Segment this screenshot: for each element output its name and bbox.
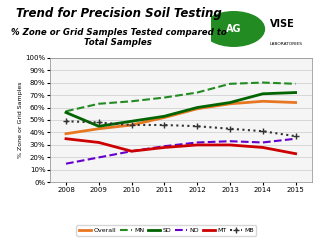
MB xyxy=(130,124,133,126)
MB xyxy=(228,127,232,130)
SD xyxy=(195,106,199,109)
Overall xyxy=(97,127,101,130)
SD xyxy=(294,91,298,94)
ND xyxy=(64,162,68,165)
ND xyxy=(130,150,133,153)
Text: Total Samples: Total Samples xyxy=(84,38,152,48)
Text: % Zone or Grid Samples Tested compared to: % Zone or Grid Samples Tested compared t… xyxy=(11,28,226,36)
MT xyxy=(195,144,199,146)
SD xyxy=(97,125,101,128)
ND xyxy=(261,141,265,144)
MN xyxy=(261,81,265,84)
MT xyxy=(163,146,166,149)
MN xyxy=(64,110,68,113)
Overall xyxy=(64,132,68,135)
MN xyxy=(228,82,232,85)
SD xyxy=(163,115,166,118)
Overall xyxy=(294,101,298,104)
MT xyxy=(64,137,68,140)
Text: LABORATORIES: LABORATORIES xyxy=(269,42,303,46)
ND xyxy=(97,156,101,159)
Text: Trend for Precision Soil Testing: Trend for Precision Soil Testing xyxy=(16,7,221,20)
MB xyxy=(163,124,166,126)
Line: MN: MN xyxy=(66,83,296,111)
Circle shape xyxy=(203,12,264,46)
Text: AG: AG xyxy=(226,24,242,34)
MB xyxy=(261,130,265,133)
MN xyxy=(163,96,166,99)
MB xyxy=(64,120,68,123)
Overall xyxy=(130,124,133,126)
ND xyxy=(195,141,199,144)
Overall xyxy=(228,102,232,105)
MT xyxy=(97,141,101,144)
MN xyxy=(294,82,298,85)
MT xyxy=(130,150,133,153)
MN xyxy=(130,100,133,103)
Line: MT: MT xyxy=(66,139,296,154)
MB xyxy=(195,125,199,128)
Overall xyxy=(261,100,265,103)
MB xyxy=(294,135,298,138)
MB xyxy=(97,121,101,124)
Overall xyxy=(163,116,166,119)
Y-axis label: % Zone or Grid Samples: % Zone or Grid Samples xyxy=(18,82,22,158)
ND xyxy=(294,137,298,140)
ND xyxy=(228,140,232,143)
SD xyxy=(261,92,265,95)
MT xyxy=(228,144,232,146)
MT xyxy=(261,146,265,149)
SD xyxy=(228,101,232,104)
Line: SD: SD xyxy=(66,93,296,126)
MN xyxy=(195,91,199,94)
Line: Overall: Overall xyxy=(66,101,296,134)
Text: VISE: VISE xyxy=(269,19,294,29)
MT xyxy=(294,152,298,155)
Line: ND: ND xyxy=(66,139,296,164)
ND xyxy=(163,145,166,148)
MN xyxy=(97,102,101,105)
Line: MB: MB xyxy=(63,119,298,139)
Overall xyxy=(195,107,199,110)
SD xyxy=(130,120,133,123)
Legend: Overall, MN, SD, ND, MT, MB: Overall, MN, SD, ND, MT, MB xyxy=(76,225,256,236)
SD xyxy=(64,111,68,114)
